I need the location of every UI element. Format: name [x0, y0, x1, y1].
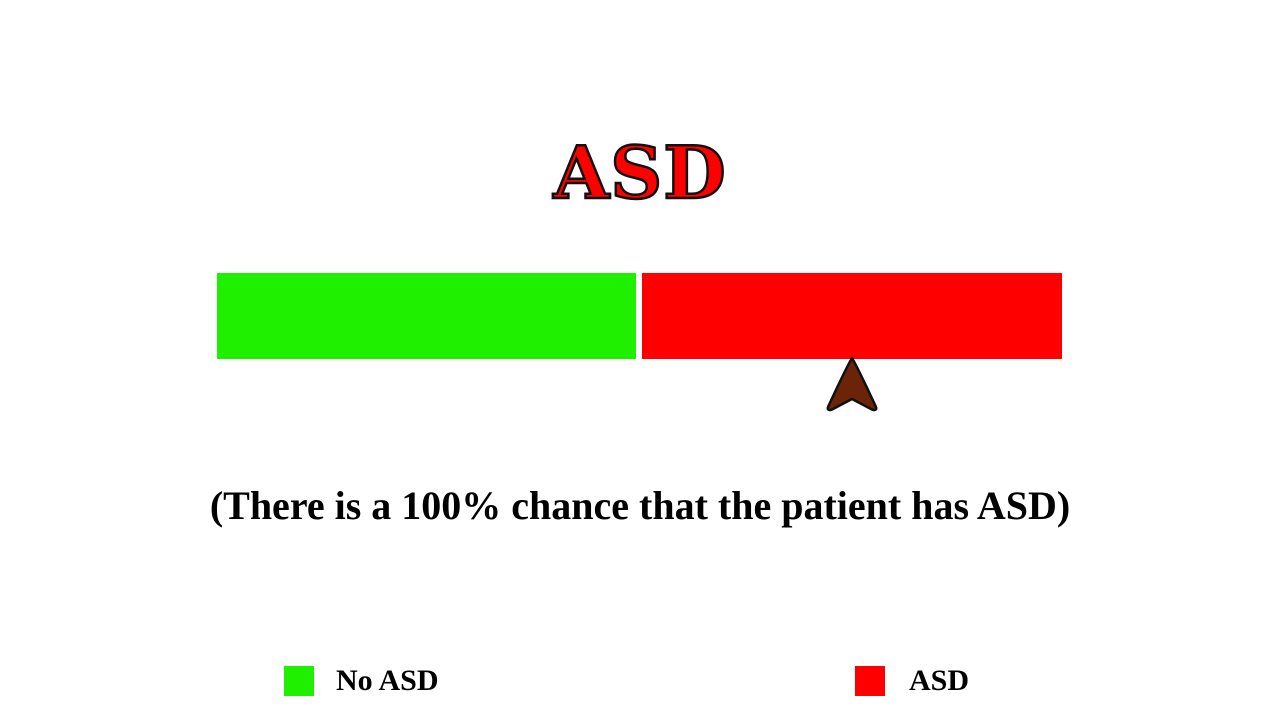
bar-segment-no-asd: [217, 273, 636, 359]
legend-swatch-asd: [855, 666, 885, 696]
result-caption: (There is a 100% chance that the patient…: [209, 483, 1071, 528]
legend-item-no-asd: No ASD: [284, 665, 439, 697]
probability-bar: [217, 273, 1062, 359]
bar-segment-asd: [642, 273, 1062, 359]
arrowhead-pointer-icon: [826, 356, 878, 412]
legend-item-asd: ASD: [855, 665, 969, 697]
legend-label-no-asd: No ASD: [336, 664, 439, 697]
result-title: ASD: [552, 129, 727, 217]
legend-label-asd: ASD: [909, 664, 970, 697]
legend-swatch-no-asd: [284, 666, 314, 696]
